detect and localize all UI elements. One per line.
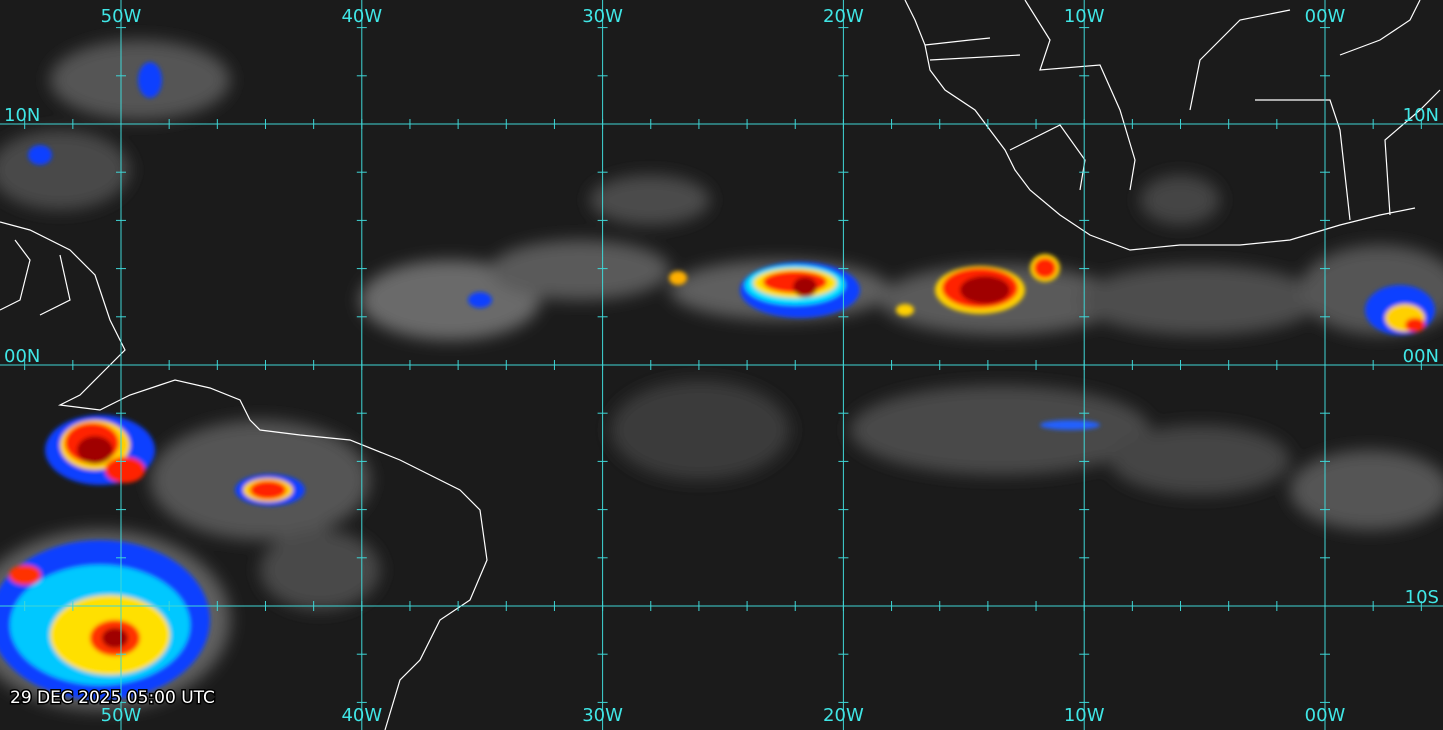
longitude-label: 40W — [341, 705, 382, 726]
longitude-label: 30W — [582, 6, 623, 27]
longitude-label: 20W — [823, 6, 864, 27]
timestamp: 29 DEC 2025 05:00 UTC — [10, 688, 215, 708]
storms — [0, 62, 1435, 700]
latitude-label: 00N — [4, 346, 40, 367]
longitude-label: 00W — [1305, 6, 1346, 27]
labels: 50W 40W 30W 20W 10W 00W 50W 40W 30W 20W 10W 00W 10N 0… — [4, 6, 1439, 726]
longitude-label: 40W — [341, 6, 382, 27]
latitude-label: 00N — [1403, 346, 1439, 367]
longitude-label: 00W — [1305, 705, 1346, 726]
longitude-label: 20W — [823, 705, 864, 726]
longitude-label: 50W — [101, 6, 142, 27]
longitude-label: 10W — [1064, 6, 1105, 27]
longitude-label: 50W — [101, 705, 142, 726]
longitude-label: 30W — [582, 705, 623, 726]
latitude-label: 10N — [1403, 105, 1439, 126]
longitude-label: 10W — [1064, 705, 1105, 726]
latitude-label: 10S — [1405, 587, 1439, 608]
latitude-label: 10N — [4, 105, 40, 126]
